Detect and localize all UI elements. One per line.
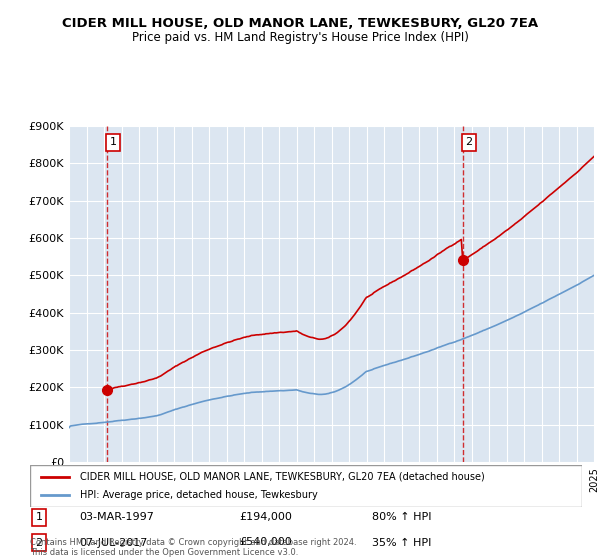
Text: 35% ↑ HPI: 35% ↑ HPI — [372, 538, 431, 548]
Text: £540,000: £540,000 — [240, 538, 293, 548]
Text: 07-JUL-2017: 07-JUL-2017 — [80, 538, 148, 548]
Text: Contains HM Land Registry data © Crown copyright and database right 2024.
This d: Contains HM Land Registry data © Crown c… — [30, 538, 356, 557]
Text: HPI: Average price, detached house, Tewkesbury: HPI: Average price, detached house, Tewk… — [80, 490, 317, 500]
Text: 1: 1 — [110, 137, 116, 147]
Text: 1: 1 — [35, 512, 43, 522]
Text: 03-MAR-1997: 03-MAR-1997 — [80, 512, 155, 522]
Text: CIDER MILL HOUSE, OLD MANOR LANE, TEWKESBURY, GL20 7EA (detached house): CIDER MILL HOUSE, OLD MANOR LANE, TEWKES… — [80, 472, 484, 482]
Text: Price paid vs. HM Land Registry's House Price Index (HPI): Price paid vs. HM Land Registry's House … — [131, 31, 469, 44]
Text: 80% ↑ HPI: 80% ↑ HPI — [372, 512, 432, 522]
Text: CIDER MILL HOUSE, OLD MANOR LANE, TEWKESBURY, GL20 7EA: CIDER MILL HOUSE, OLD MANOR LANE, TEWKES… — [62, 17, 538, 30]
Text: 2: 2 — [35, 538, 43, 548]
Text: 2: 2 — [466, 137, 473, 147]
FancyBboxPatch shape — [30, 465, 582, 507]
Text: £194,000: £194,000 — [240, 512, 293, 522]
